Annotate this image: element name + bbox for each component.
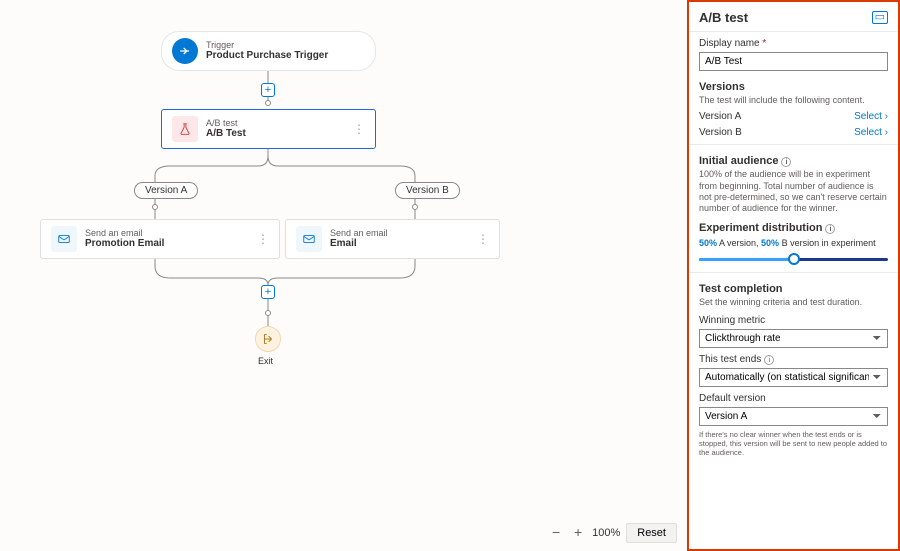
email-b-subtitle: Send an email	[330, 228, 388, 239]
connector-dot	[265, 100, 271, 106]
email-node-b[interactable]: Send an email Email ⋮	[285, 219, 500, 259]
version-a-select-link[interactable]: Select	[854, 111, 888, 122]
winning-metric-select[interactable]: Clickthrough rate	[699, 329, 888, 348]
connector-dot	[265, 310, 271, 316]
panel-badge-icon[interactable]: ▭	[872, 11, 888, 24]
display-name-label: Display name	[699, 38, 888, 49]
trigger-icon	[172, 38, 198, 64]
default-version-footnote: If there's no clear winner when the test…	[699, 430, 888, 457]
flask-icon	[172, 116, 198, 142]
trigger-subtitle: Trigger	[206, 40, 328, 51]
connector-dot	[412, 204, 418, 210]
completion-subtext: Set the winning criteria and test durati…	[699, 297, 888, 308]
email-b-more-button[interactable]: ⋮	[469, 232, 489, 246]
branch-pill-a[interactable]: Version A	[134, 182, 198, 199]
trigger-title: Product Purchase Trigger	[206, 50, 328, 62]
distribution-heading: Experiment distributioni	[699, 222, 888, 234]
abtest-node[interactable]: A/B test A/B Test ⋮	[161, 109, 376, 149]
add-step-bottom-button[interactable]: +	[261, 285, 275, 299]
distribution-summary: 50% A version, 50% B version in experime…	[699, 238, 888, 248]
initial-audience-body: 100% of the audience will be in experime…	[699, 169, 888, 214]
display-name-input[interactable]	[699, 52, 888, 71]
abtest-more-button[interactable]: ⋮	[345, 122, 365, 136]
info-icon[interactable]: i	[764, 355, 774, 365]
info-icon[interactable]: i	[825, 224, 835, 234]
email-a-more-button[interactable]: ⋮	[249, 232, 269, 246]
zoom-reset-button[interactable]: Reset	[626, 523, 677, 543]
version-a-row: Version A Select	[699, 111, 888, 122]
panel-title: A/B test ▭	[699, 10, 888, 25]
initial-audience-heading: Initial audiencei	[699, 155, 888, 167]
connectors-svg	[0, 0, 687, 551]
abtest-settings-panel: A/B test ▭ Display name Versions The tes…	[687, 0, 900, 551]
add-step-top-button[interactable]: +	[261, 83, 275, 97]
slider-thumb[interactable]	[788, 253, 800, 265]
winning-metric-label: Winning metric	[699, 315, 888, 326]
email-icon	[296, 226, 322, 252]
abtest-subtitle: A/B test	[206, 118, 246, 129]
zoom-in-button[interactable]: +	[570, 525, 586, 541]
email-b-title: Email	[330, 238, 388, 250]
email-node-a[interactable]: Send an email Promotion Email ⋮	[40, 219, 280, 259]
distribution-slider[interactable]	[699, 252, 888, 266]
exit-node[interactable]	[255, 326, 281, 352]
version-b-label: Version B	[699, 127, 742, 138]
default-version-select[interactable]: Version A	[699, 407, 888, 426]
versions-subtext: The test will include the following cont…	[699, 95, 888, 106]
version-a-label: Version A	[699, 111, 741, 122]
completion-heading: Test completion	[699, 283, 888, 295]
info-icon[interactable]: i	[781, 157, 791, 167]
versions-heading: Versions	[699, 81, 888, 93]
email-a-subtitle: Send an email	[85, 228, 164, 239]
connector-dot	[152, 204, 158, 210]
journey-canvas[interactable]: Trigger Product Purchase Trigger + A/B t…	[0, 0, 687, 551]
abtest-title: A/B Test	[206, 128, 246, 140]
trigger-node[interactable]: Trigger Product Purchase Trigger	[161, 31, 376, 71]
test-ends-select[interactable]: Automatically (on statistical significan…	[699, 368, 888, 387]
version-b-row: Version B Select	[699, 127, 888, 138]
exit-icon	[261, 332, 275, 346]
slider-track-a	[699, 258, 794, 261]
version-b-select-link[interactable]: Select	[854, 127, 888, 138]
exit-label: Exit	[258, 356, 273, 366]
test-ends-label: This test endsi	[699, 354, 888, 365]
default-version-label: Default version	[699, 393, 888, 404]
zoom-out-button[interactable]: −	[548, 525, 564, 541]
email-icon	[51, 226, 77, 252]
zoom-toolbar: − + 100% Reset	[548, 523, 677, 543]
zoom-percent: 100%	[592, 527, 620, 539]
email-a-title: Promotion Email	[85, 238, 164, 250]
branch-pill-b[interactable]: Version B	[395, 182, 460, 199]
